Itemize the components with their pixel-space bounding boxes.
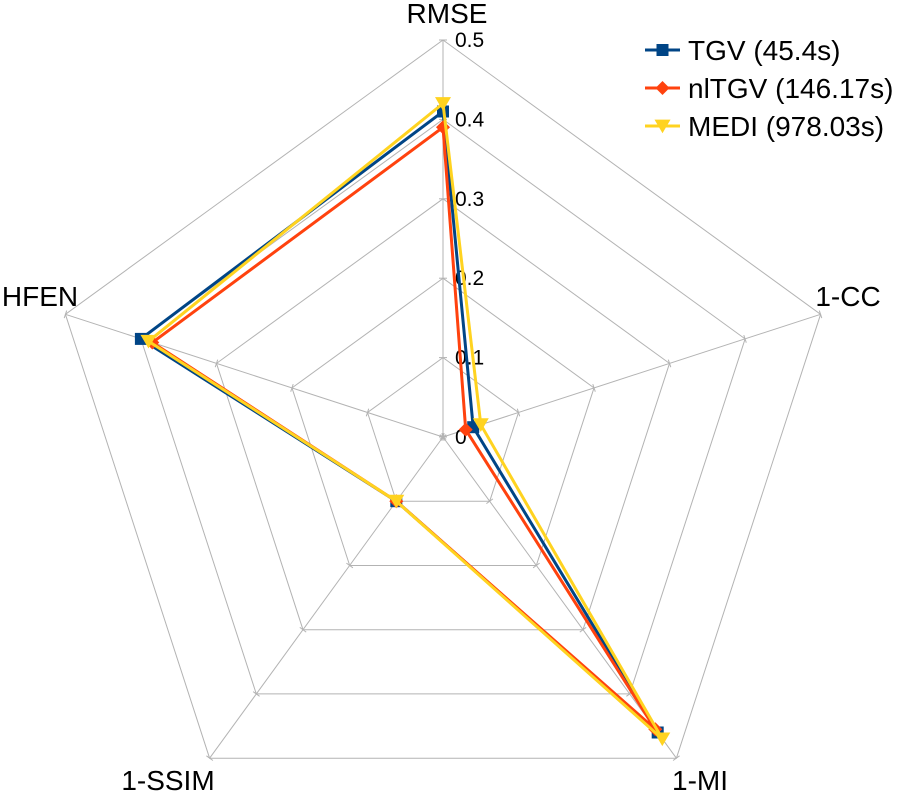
series-0 bbox=[134, 105, 664, 739]
spoke-tick-2-1 bbox=[486, 498, 494, 505]
tick-label-5: 0.5 bbox=[455, 29, 484, 52]
axis-label-1-ssim: 1-SSIM bbox=[121, 765, 214, 792]
series-line-2 bbox=[145, 100, 664, 741]
spoke-tick-4-0 bbox=[441, 433, 445, 441]
series-2-point-4 bbox=[140, 334, 157, 349]
legend-marker-1 bbox=[655, 81, 670, 95]
series-1-point-1 bbox=[458, 422, 473, 437]
legend-item-0: TGV (45.4s) bbox=[645, 35, 840, 66]
axis-label-1-mi: 1-MI bbox=[672, 765, 728, 792]
spoke-tick-2-5 bbox=[672, 755, 680, 761]
tick-label-0: 0 bbox=[455, 426, 467, 449]
spoke-tick-3-3 bbox=[299, 626, 307, 633]
grid-spoke-1 bbox=[442, 313, 821, 438]
legend-label-2: MEDI (978.03s) bbox=[688, 111, 884, 142]
tick-label-3: 0.3 bbox=[455, 188, 484, 211]
legend-label-1: nlTGV (146.17s) bbox=[688, 73, 893, 104]
grid-ring-2 bbox=[291, 277, 595, 566]
grid-spoke-3 bbox=[209, 436, 444, 759]
spoke-tick-4-3 bbox=[214, 359, 219, 368]
spoke-tick-1-4 bbox=[743, 334, 747, 343]
grid-spoke-4 bbox=[65, 313, 444, 438]
grid-layer bbox=[63, 39, 823, 761]
legend: TGV (45.4s) nlTGV (146.17s) MEDI (978.03s) bbox=[645, 35, 893, 142]
spoke-tick-3-4 bbox=[252, 691, 260, 697]
spoke-tick-4-5 bbox=[63, 310, 68, 319]
spoke-tick-1-2 bbox=[592, 383, 596, 392]
legend-item-1: nlTGV (146.17s) bbox=[645, 73, 893, 104]
grid-spoke-2 bbox=[442, 436, 677, 759]
series-layer bbox=[134, 97, 671, 747]
tick-labels: 00.10.20.30.40.5 bbox=[455, 29, 485, 449]
axis-label-hfen: HFEN bbox=[2, 281, 78, 312]
spoke-tick-1-1 bbox=[516, 408, 521, 417]
axis-label-rmse: RMSE bbox=[407, 0, 488, 29]
spoke-tick-2-3 bbox=[579, 626, 587, 633]
series-2-point-0 bbox=[435, 97, 451, 111]
series-2-point-1 bbox=[472, 418, 489, 432]
grid-ring-1 bbox=[366, 356, 520, 502]
legend-marker-0 bbox=[656, 44, 669, 56]
series-1 bbox=[145, 120, 663, 737]
tick-label-1: 0.1 bbox=[455, 347, 484, 370]
legend-marker-2 bbox=[654, 119, 671, 134]
axis-label-1-cc: 1-CC bbox=[815, 281, 880, 312]
series-2 bbox=[140, 97, 671, 747]
spoke-tick-3-2 bbox=[346, 562, 354, 569]
series-line-0 bbox=[138, 108, 659, 734]
axis-labels: RMSE 1-CC 1-MI 1-SSIM HFEN bbox=[2, 0, 881, 792]
spoke-tick-1-3 bbox=[667, 359, 672, 368]
spoke-tick-4-1 bbox=[365, 408, 370, 417]
spoke-tick-1-5 bbox=[818, 310, 823, 319]
legend-label-0: TGV (45.4s) bbox=[688, 35, 840, 66]
tick-label-4: 0.4 bbox=[455, 108, 485, 131]
spoke-tick-3-5 bbox=[206, 755, 214, 761]
grid-ring-3 bbox=[215, 198, 671, 631]
series-2-point-2 bbox=[654, 732, 671, 747]
spoke-tick-4-2 bbox=[290, 383, 294, 392]
legend-item-2: MEDI (978.03s) bbox=[645, 111, 884, 142]
series-2-point-3 bbox=[388, 494, 405, 509]
series-line-1 bbox=[149, 124, 657, 731]
grid-ring-5 bbox=[64, 39, 822, 759]
spoke-tick-2-2 bbox=[532, 562, 540, 569]
